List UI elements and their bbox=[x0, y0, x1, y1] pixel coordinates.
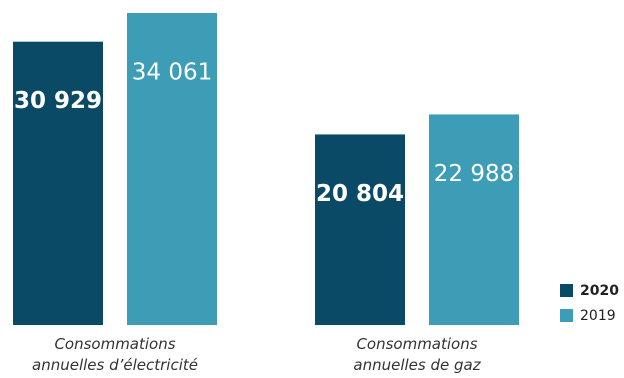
category-label: Consommations annuelles de gaz bbox=[353, 335, 481, 374]
legend-label: 2019 bbox=[580, 308, 616, 324]
value-label: 30 929 bbox=[14, 88, 102, 114]
category-label: Consommations annuelles d’électricité bbox=[32, 335, 198, 374]
value-label: 22 988 bbox=[434, 161, 514, 187]
legend-label: 2020 bbox=[580, 283, 619, 299]
value-label: 20 804 bbox=[316, 181, 404, 207]
bar bbox=[315, 134, 405, 325]
bar bbox=[127, 13, 217, 325]
bar bbox=[13, 41, 103, 325]
bar bbox=[429, 114, 519, 326]
legend-swatch bbox=[560, 309, 573, 322]
legend-swatch bbox=[560, 284, 573, 297]
value-label: 34 061 bbox=[132, 60, 212, 86]
